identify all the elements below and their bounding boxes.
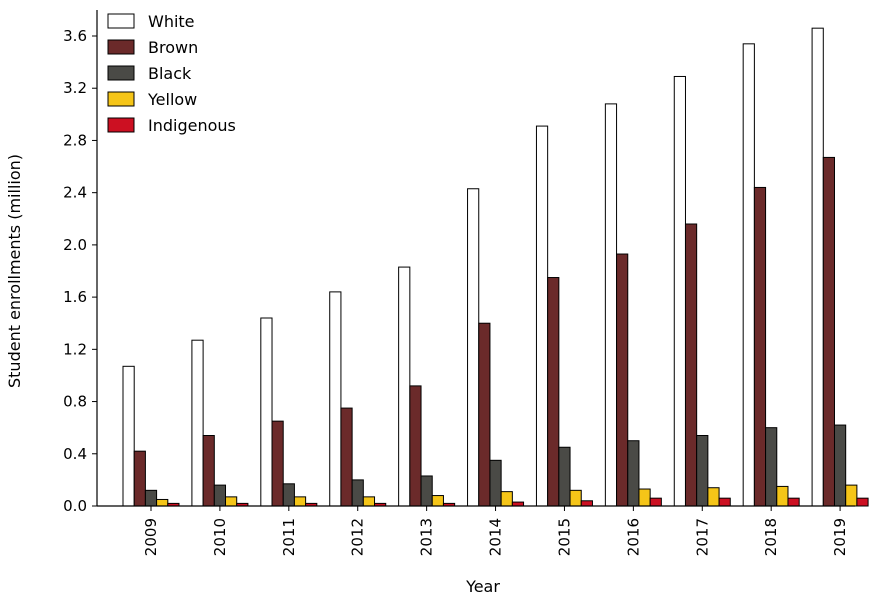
- y-tick-label: 3.6: [63, 27, 87, 45]
- legend-swatch-yellow: [107, 91, 135, 107]
- y-tick-label: 2.0: [63, 236, 87, 254]
- legend-swatch-indigenous: [107, 117, 135, 133]
- x-tick-label: 2009: [142, 518, 160, 556]
- bar-brown-2013: [409, 385, 422, 507]
- bar-white-2016: [604, 103, 618, 507]
- bar-white-2018: [742, 43, 755, 507]
- y-axis-title: Student enrollments (million): [5, 154, 24, 388]
- x-tick-label: 2016: [624, 518, 642, 556]
- bar-yellow-2012: [362, 496, 376, 507]
- bar-brown-2011: [271, 420, 284, 507]
- x-tick-label: 2015: [555, 518, 573, 556]
- legend-swatch-black: [107, 65, 135, 81]
- bar-brown-2010: [202, 435, 215, 507]
- bar-yellow-2018: [776, 485, 789, 507]
- bar-brown-2015: [547, 277, 560, 507]
- bar-indigenous-2019: [856, 497, 869, 507]
- legend-label-yellow: Yellow: [147, 90, 197, 109]
- y-tick-label: 3.2: [63, 79, 87, 97]
- bar-yellow-2013: [431, 495, 444, 507]
- bar-brown-2019: [822, 156, 835, 507]
- bar-white-2019: [811, 27, 824, 507]
- bar-yellow-2010: [225, 496, 238, 507]
- x-axis-title: Year: [465, 577, 500, 596]
- y-tick-label: 0.8: [63, 393, 87, 411]
- bar-white-2011: [260, 317, 273, 507]
- x-tick-label: 2011: [280, 518, 298, 556]
- legend-swatch-white: [107, 13, 135, 29]
- x-tick-label: 2010: [211, 518, 229, 556]
- bar-indigenous-2017: [718, 497, 731, 507]
- x-tick-label: 2013: [418, 518, 436, 556]
- legend-label-indigenous: Indigenous: [148, 116, 236, 135]
- bar-white-2012: [329, 291, 342, 507]
- bar-yellow-2014: [500, 491, 513, 507]
- bar-black-2016: [627, 440, 640, 507]
- bar-indigenous-2018: [787, 497, 800, 507]
- y-axis: 0.0 0.4 0.8 1.2 1.6 2.0 2.4 2.8 3.2 3.6: [63, 10, 98, 515]
- bar-white-2015: [535, 125, 549, 507]
- x-tick-label: 2017: [693, 518, 711, 556]
- bar-indigenous-2016: [649, 497, 662, 507]
- y-tick-label: 1.6: [63, 288, 87, 306]
- bar-brown-2012: [340, 407, 353, 507]
- bar-yellow-2019: [845, 484, 858, 507]
- bar-black-2014: [489, 459, 502, 507]
- bar-white-2013: [398, 266, 411, 507]
- x-tick-label: 2014: [487, 518, 505, 556]
- legend-label-white: White: [148, 12, 195, 31]
- bar-white-2017: [673, 75, 686, 507]
- x-tick-label: 2019: [831, 518, 849, 556]
- y-tick-label: 2.8: [63, 131, 87, 149]
- legend-swatch-brown: [107, 39, 135, 55]
- y-tick-label: 0.4: [63, 445, 87, 463]
- x-axis: 2009 2010 2011 2012 2013 2014 2015 2016 2017 2018…: [97, 505, 855, 556]
- bar-brown-2014: [478, 322, 491, 507]
- bar-black-2017: [696, 435, 709, 507]
- bar-black-2012: [351, 479, 364, 507]
- bar-black-2018: [765, 427, 778, 507]
- bars-layer: [122, 27, 869, 507]
- legend-label-brown: Brown: [148, 38, 198, 57]
- legend: White Brown Black Yellow Indigenous: [107, 12, 236, 135]
- legend-label-black: Black: [148, 64, 192, 83]
- y-tick-label: 2.4: [63, 184, 87, 202]
- bar-black-2019: [833, 424, 847, 507]
- y-tick-label: 0.0: [63, 497, 87, 515]
- x-tick-label: 2012: [349, 518, 367, 556]
- bar-indigenous-2015: [580, 500, 593, 507]
- bar-white-2009: [122, 365, 135, 507]
- bar-brown-2016: [616, 253, 629, 507]
- bar-yellow-2015: [569, 489, 582, 507]
- bar-yellow-2017: [707, 487, 720, 507]
- bar-black-2010: [213, 484, 227, 507]
- bar-black-2013: [420, 475, 433, 507]
- bar-brown-2017: [684, 223, 698, 507]
- bar-brown-2018: [753, 186, 767, 507]
- bar-brown-2009: [133, 450, 146, 507]
- bar-black-2011: [282, 483, 295, 507]
- x-tick-label: 2018: [762, 518, 780, 556]
- bar-white-2014: [467, 188, 480, 507]
- y-tick-label: 1.2: [63, 340, 87, 358]
- bar-yellow-2011: [293, 496, 307, 507]
- bar-black-2009: [144, 489, 158, 507]
- bar-yellow-2016: [638, 488, 651, 507]
- bar-black-2015: [558, 446, 571, 507]
- bar-yellow-2009: [156, 498, 169, 507]
- bar-white-2010: [191, 339, 204, 507]
